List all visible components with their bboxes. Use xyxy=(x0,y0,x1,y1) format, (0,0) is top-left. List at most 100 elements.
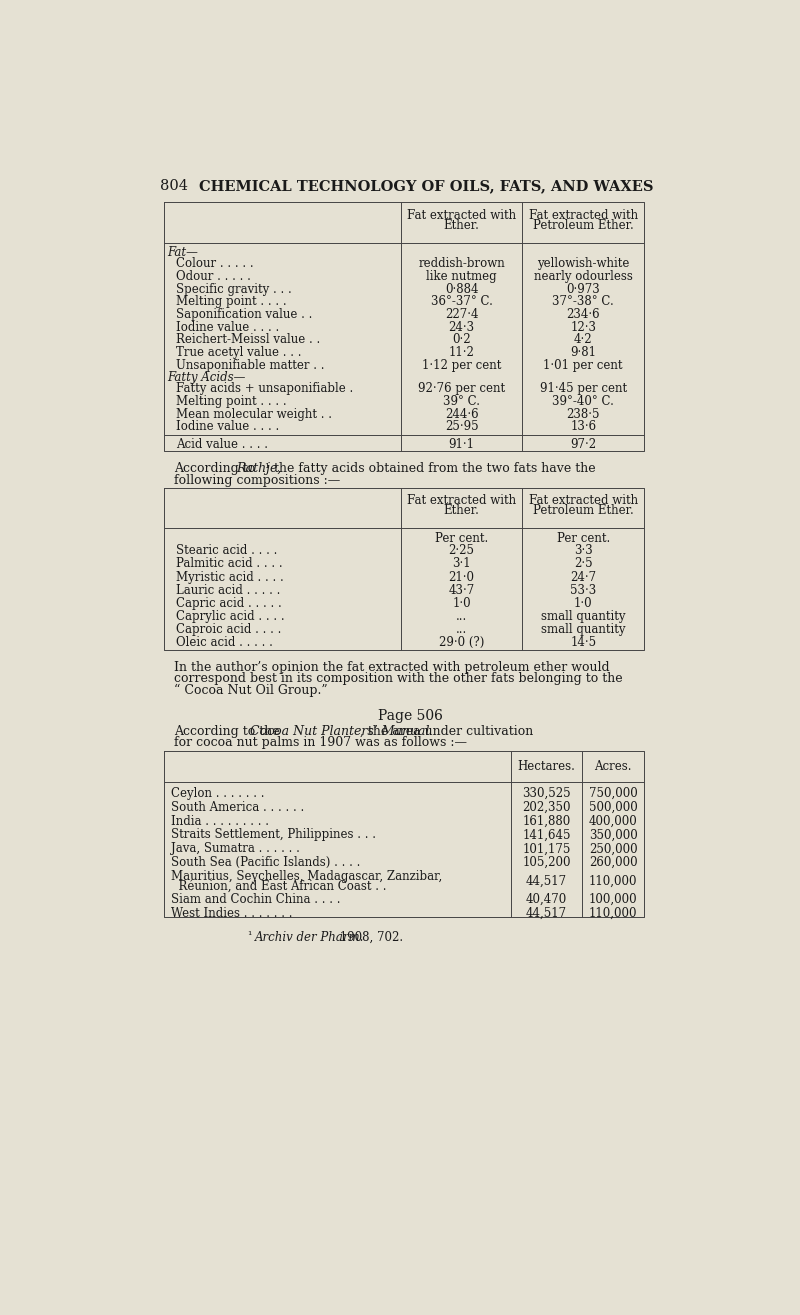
Text: Per cent.: Per cent. xyxy=(557,533,610,544)
Text: 24·7: 24·7 xyxy=(570,571,596,584)
Text: Acres.: Acres. xyxy=(594,760,632,773)
Text: 350,000: 350,000 xyxy=(589,828,638,842)
Text: Caprylic acid . . . .: Caprylic acid . . . . xyxy=(176,610,285,623)
Text: Fatty acids + unsaponifiable .: Fatty acids + unsaponifiable . xyxy=(176,383,354,396)
Text: Fat extracted with: Fat extracted with xyxy=(529,209,638,222)
Text: Melting point . . . .: Melting point . . . . xyxy=(176,296,286,308)
Text: 43·7: 43·7 xyxy=(449,584,474,597)
Text: 400,000: 400,000 xyxy=(589,814,638,827)
Text: 110,000: 110,000 xyxy=(589,907,638,920)
Text: 110,000: 110,000 xyxy=(589,874,638,888)
Text: like nutmeg: like nutmeg xyxy=(426,270,497,283)
Text: 1·0: 1·0 xyxy=(574,597,593,610)
Text: Straits Settlement, Philippines . . .: Straits Settlement, Philippines . . . xyxy=(171,828,376,842)
Text: 36°-37° C.: 36°-37° C. xyxy=(430,296,493,308)
Text: 0·973: 0·973 xyxy=(566,283,600,296)
Text: 37°-38° C.: 37°-38° C. xyxy=(552,296,614,308)
Text: 141,645: 141,645 xyxy=(522,828,570,842)
Text: Page 506: Page 506 xyxy=(378,709,442,723)
Text: Hectares.: Hectares. xyxy=(518,760,575,773)
Text: South Sea (Pacific Islands) . . . .: South Sea (Pacific Islands) . . . . xyxy=(171,856,361,869)
Text: 21·0: 21·0 xyxy=(449,571,474,584)
Text: Caproic acid . . . .: Caproic acid . . . . xyxy=(176,623,282,636)
Text: CHEMICAL TECHNOLOGY OF OILS, FATS, AND WAXES: CHEMICAL TECHNOLOGY OF OILS, FATS, AND W… xyxy=(199,179,654,193)
Text: ¹ the fatty acids obtained from the two fats have the: ¹ the fatty acids obtained from the two … xyxy=(265,462,596,475)
Text: Unsaponifiable matter . .: Unsaponifiable matter . . xyxy=(176,359,325,372)
Text: Fat extracted with: Fat extracted with xyxy=(407,209,516,222)
Text: Stearic acid . . . .: Stearic acid . . . . xyxy=(176,544,278,558)
Text: Myristic acid . . . .: Myristic acid . . . . xyxy=(176,571,284,584)
Text: South America . . . . . .: South America . . . . . . xyxy=(171,801,305,814)
Text: 161,880: 161,880 xyxy=(522,814,570,827)
Text: 91·1: 91·1 xyxy=(449,438,474,451)
Text: 238·5: 238·5 xyxy=(566,408,600,421)
Text: Specific gravity . . .: Specific gravity . . . xyxy=(176,283,292,296)
Text: Ceylon . . . . . . .: Ceylon . . . . . . . xyxy=(171,786,265,800)
Text: 14·5: 14·5 xyxy=(570,636,596,650)
Text: True acetyl value . . .: True acetyl value . . . xyxy=(176,346,302,359)
Text: ¹: ¹ xyxy=(247,931,252,940)
Text: correspond best in its composition with the other fats belonging to the: correspond best in its composition with … xyxy=(174,672,623,685)
Text: Ether.: Ether. xyxy=(443,218,479,231)
Text: 3·3: 3·3 xyxy=(574,544,593,558)
Text: Saponification value . .: Saponification value . . xyxy=(176,308,312,321)
Text: 97·2: 97·2 xyxy=(570,438,596,451)
Text: India . . . . . . . . .: India . . . . . . . . . xyxy=(171,814,270,827)
Text: 105,200: 105,200 xyxy=(522,856,570,869)
Text: Rathje,: Rathje, xyxy=(237,462,282,475)
Text: ...: ... xyxy=(456,610,467,623)
Text: 11·2: 11·2 xyxy=(449,346,474,359)
Text: Reichert-Meissl value . .: Reichert-Meissl value . . xyxy=(176,334,320,346)
Text: Fatty Acids—: Fatty Acids— xyxy=(167,371,246,384)
Text: small quantity: small quantity xyxy=(541,610,626,623)
Text: nearly odourless: nearly odourless xyxy=(534,270,633,283)
Text: In the author’s opinion the fat extracted with petroleum ether would: In the author’s opinion the fat extracte… xyxy=(174,660,610,673)
Text: Iodine value . . . .: Iodine value . . . . xyxy=(176,321,279,334)
Text: 202,350: 202,350 xyxy=(522,801,570,814)
Text: According to the: According to the xyxy=(174,725,284,738)
Text: “ Cocoa Nut Oil Group.”: “ Cocoa Nut Oil Group.” xyxy=(174,684,328,697)
Text: 4·2: 4·2 xyxy=(574,334,593,346)
Text: Lauric acid . . . . .: Lauric acid . . . . . xyxy=(176,584,280,597)
Text: 39° C.: 39° C. xyxy=(443,394,480,408)
Text: 100,000: 100,000 xyxy=(589,893,638,906)
Text: 91·45 per cent: 91·45 per cent xyxy=(540,383,626,396)
Text: 330,525: 330,525 xyxy=(522,786,570,800)
Text: Capric acid . . . . .: Capric acid . . . . . xyxy=(176,597,282,610)
Text: 227·4: 227·4 xyxy=(445,308,478,321)
Text: West Indies . . . . . . .: West Indies . . . . . . . xyxy=(171,907,293,920)
Text: Melting point . . . .: Melting point . . . . xyxy=(176,394,286,408)
Text: Réunion, and East African Coast . .: Réunion, and East African Coast . . xyxy=(171,880,387,893)
Text: 3·1: 3·1 xyxy=(452,558,471,571)
Text: 40,470: 40,470 xyxy=(526,893,567,906)
Text: 25·95: 25·95 xyxy=(445,421,478,434)
Text: 13·6: 13·6 xyxy=(570,421,596,434)
Text: 53·3: 53·3 xyxy=(570,584,596,597)
Text: Mean molecular weight . .: Mean molecular weight . . xyxy=(176,408,332,421)
Text: 2·25: 2·25 xyxy=(449,544,474,558)
Text: Fat extracted with: Fat extracted with xyxy=(529,494,638,508)
Text: 2·5: 2·5 xyxy=(574,558,593,571)
Text: 0·884: 0·884 xyxy=(445,283,478,296)
Text: Java, Sumatra . . . . . .: Java, Sumatra . . . . . . xyxy=(171,843,300,855)
Text: following compositions :—: following compositions :— xyxy=(174,473,341,487)
Text: Per cent.: Per cent. xyxy=(435,533,488,544)
Text: 92·76 per cent: 92·76 per cent xyxy=(418,383,505,396)
Text: Colour . . . . .: Colour . . . . . xyxy=(176,258,254,270)
Text: 1·0: 1·0 xyxy=(452,597,471,610)
Text: 12·3: 12·3 xyxy=(570,321,596,334)
Text: 250,000: 250,000 xyxy=(589,843,638,855)
Text: 101,175: 101,175 xyxy=(522,843,570,855)
Text: 260,000: 260,000 xyxy=(589,856,638,869)
Text: for cocoa nut palms in 1907 was as follows :—: for cocoa nut palms in 1907 was as follo… xyxy=(174,736,467,750)
Text: 244·6: 244·6 xyxy=(445,408,478,421)
Text: reddish-brown: reddish-brown xyxy=(418,258,505,270)
Text: Mauritius, Seychelles, Madagascar, Zanzibar,: Mauritius, Seychelles, Madagascar, Zanzi… xyxy=(171,871,442,884)
Text: Archiv der Pharm.: Archiv der Pharm. xyxy=(255,931,364,944)
Text: 1·12 per cent: 1·12 per cent xyxy=(422,359,502,372)
Text: small quantity: small quantity xyxy=(541,623,626,636)
Text: Fat extracted with: Fat extracted with xyxy=(407,494,516,508)
Text: ...: ... xyxy=(456,623,467,636)
Text: Odour . . . . .: Odour . . . . . xyxy=(176,270,251,283)
Text: 9·81: 9·81 xyxy=(570,346,596,359)
